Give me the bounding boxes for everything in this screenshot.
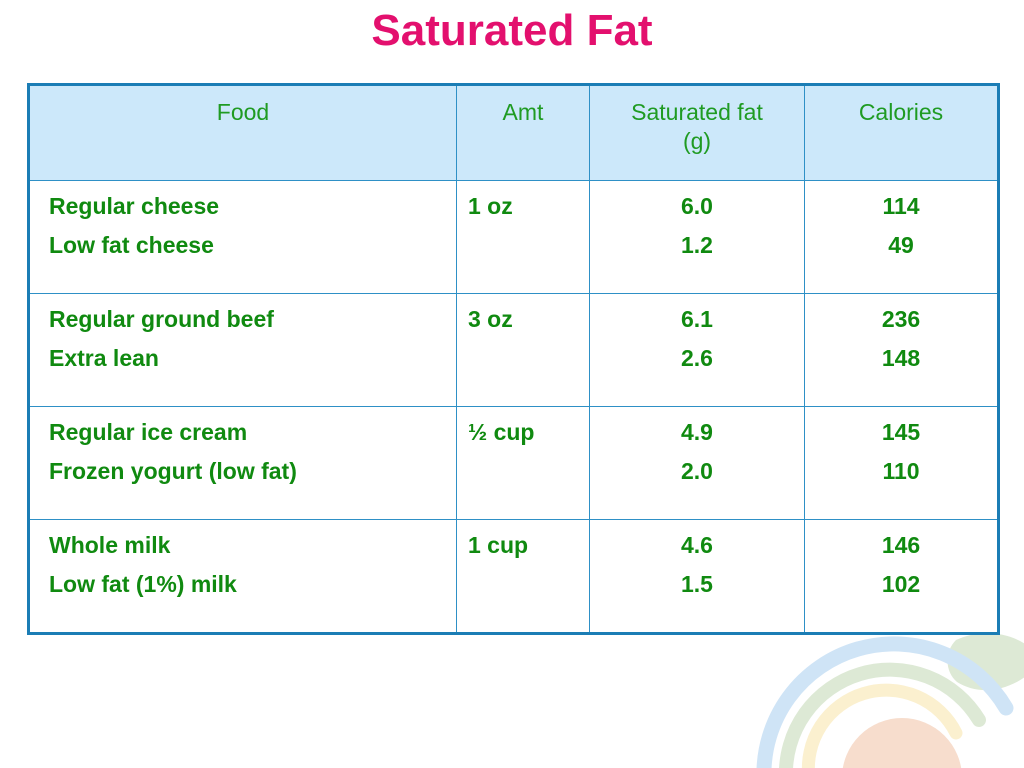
arc-green <box>779 662 986 768</box>
column-header-amt-label: Amt <box>502 99 544 125</box>
column-header-saturated-fat: Saturated fat (g) <box>589 85 805 181</box>
cell-saturated-fat: 6.1 2.6 <box>589 293 805 407</box>
cell-saturated-fat-line-2: 1.5 <box>681 571 713 597</box>
column-header-saturated-fat-unit: (g) <box>682 127 712 154</box>
cell-saturated-fat: 4.9 2.0 <box>589 406 805 520</box>
cell-calories-line-2: 102 <box>881 571 921 597</box>
column-header-amt: Amt <box>456 85 590 181</box>
cell-food-line-2: Extra lean <box>49 345 159 371</box>
cell-amt-line-1: 1 oz <box>468 193 513 219</box>
cell-saturated-fat: 4.6 1.5 <box>589 519 805 633</box>
cell-saturated-fat-line-1: 4.6 <box>681 532 713 558</box>
table-row: Whole milk Low fat (1%) milk 1 cup 4.6 1… <box>29 519 998 633</box>
saturated-fat-table: Food Amt Saturated fat (g) Calories <box>27 83 1000 635</box>
column-header-calories: Calories <box>804 85 998 181</box>
cell-saturated-fat-line-2: 2.6 <box>681 345 713 371</box>
cell-food-line-1: Regular ground beef <box>49 306 274 332</box>
peach-circle <box>842 718 962 768</box>
cell-saturated-fat: 6.0 1.2 <box>589 180 805 294</box>
cell-calories-line-1: 236 <box>881 306 921 332</box>
cell-saturated-fat-line-1: 6.0 <box>681 193 713 219</box>
leaf-shape <box>947 633 1024 691</box>
cell-food: Regular ice cream Frozen yogurt (low fat… <box>29 406 457 520</box>
cell-food: Whole milk Low fat (1%) milk <box>29 519 457 633</box>
cell-calories-line-1: 146 <box>881 532 921 558</box>
cell-food-line-2: Low fat cheese <box>49 232 214 258</box>
cell-saturated-fat-line-2: 2.0 <box>681 458 713 484</box>
cell-calories-line-2: 148 <box>881 345 921 371</box>
cell-calories: 145 110 <box>804 406 998 520</box>
cell-calories-line-1: 145 <box>881 419 921 445</box>
page-title: Saturated Fat <box>371 6 653 55</box>
cell-amt-line-1: ½ cup <box>468 419 535 445</box>
arc-yellow <box>801 683 963 768</box>
cell-amt: 1 oz <box>456 180 590 294</box>
cell-food-line-1: Regular cheese <box>49 193 220 219</box>
cell-food: Regular cheese Low fat cheese <box>29 180 457 294</box>
cell-saturated-fat-line-1: 4.9 <box>681 419 713 445</box>
cell-saturated-fat-line-1: 6.1 <box>681 306 713 332</box>
cell-food-line-2: Frozen yogurt (low fat) <box>49 458 297 484</box>
table-header-row: Food Amt Saturated fat (g) Calories <box>29 85 998 181</box>
cell-amt-line-1: 3 oz <box>468 306 513 332</box>
cell-amt: 3 oz <box>456 293 590 407</box>
cell-food: Regular ground beef Extra lean <box>29 293 457 407</box>
cell-food-line-1: Regular ice cream <box>49 419 248 445</box>
cell-calories: 114 49 <box>804 180 998 294</box>
cell-amt: ½ cup <box>456 406 590 520</box>
arc-blue <box>756 636 1014 768</box>
cell-saturated-fat-line-2: 1.2 <box>681 232 713 258</box>
decor-arcs <box>756 633 1024 768</box>
cell-calories-line-2: 110 <box>882 458 920 484</box>
cell-amt: 1 cup <box>456 519 590 633</box>
column-header-calories-label: Calories <box>858 99 944 125</box>
column-header-food: Food <box>29 85 457 181</box>
table-row: Regular cheese Low fat cheese 1 oz 6.0 1… <box>29 180 998 294</box>
cell-calories-line-1: 114 <box>882 193 920 219</box>
cell-food-line-1: Whole milk <box>49 532 171 558</box>
table-row: Regular ice cream Frozen yogurt (low fat… <box>29 406 998 520</box>
column-header-saturated-fat-label: Saturated fat <box>631 99 763 125</box>
table-row: Regular ground beef Extra lean 3 oz 6.1 … <box>29 293 998 407</box>
cell-calories-line-2: 49 <box>888 232 914 258</box>
cell-calories: 236 148 <box>804 293 998 407</box>
cell-calories: 146 102 <box>804 519 998 633</box>
column-header-food-label: Food <box>216 99 270 125</box>
nutrition-table-container: Food Amt Saturated fat (g) Calories <box>27 83 1000 635</box>
cell-food-line-2: Low fat (1%) milk <box>49 571 237 597</box>
cell-amt-line-1: 1 cup <box>468 532 529 558</box>
